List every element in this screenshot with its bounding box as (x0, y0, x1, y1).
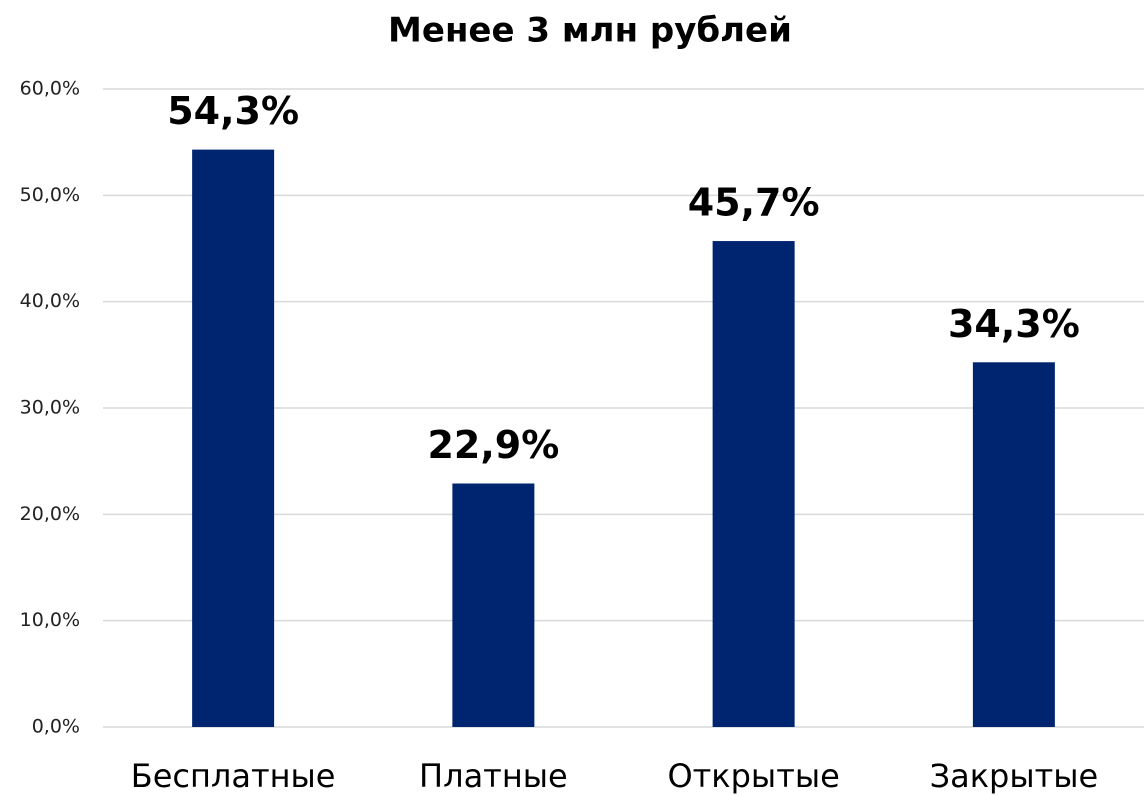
bar (712, 241, 795, 727)
value-label: 45,7% (688, 181, 820, 225)
x-tick-label: Закрытые (930, 757, 1099, 795)
x-tick-label: Открытые (667, 757, 839, 795)
x-tick-label: Бесплатные (131, 757, 336, 795)
y-tick-label: 60,0% (20, 78, 80, 100)
bar (192, 149, 275, 728)
y-tick-label: 0,0% (32, 716, 80, 738)
y-tick-label: 10,0% (20, 609, 80, 631)
bar (452, 483, 535, 727)
value-label: 54,3% (167, 89, 299, 133)
y-tick-label: 20,0% (20, 503, 80, 525)
value-label: 34,3% (948, 302, 1080, 346)
y-tick-label: 50,0% (20, 184, 80, 206)
y-tick-label: 30,0% (20, 397, 80, 419)
value-label: 22,9% (427, 423, 559, 467)
y-tick-label: 40,0% (20, 290, 80, 312)
chart-title: Менее 3 млн рублей (388, 11, 792, 51)
x-tick-label: Платные (419, 757, 568, 795)
bar (972, 362, 1055, 727)
